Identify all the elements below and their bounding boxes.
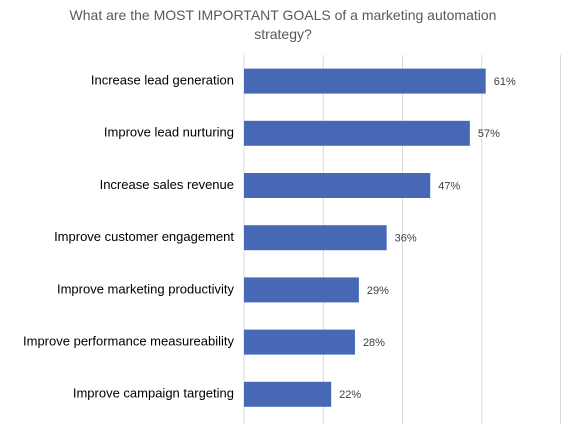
bar — [244, 277, 359, 303]
value-label: 28% — [363, 337, 385, 349]
value-label: 47% — [438, 180, 460, 192]
bar — [244, 120, 470, 146]
category-label: Improve marketing productivity — [57, 281, 235, 296]
value-label: 61% — [494, 76, 516, 88]
category-label: Improve lead nurturing — [104, 125, 234, 140]
category-label: Increase sales revenue — [100, 177, 234, 192]
bar — [244, 173, 431, 198]
value-label: 22% — [339, 389, 361, 401]
bar — [244, 381, 332, 407]
bar — [244, 225, 387, 251]
chart-title: What are the MOST IMPORTANT GOALS of a m… — [69, 7, 497, 42]
category-label: Increase lead generation — [91, 73, 234, 88]
value-label: 36% — [395, 233, 417, 245]
category-label: Improve performance measureability — [23, 334, 234, 349]
bar — [244, 329, 355, 355]
category-label: Improve customer engagement — [54, 229, 234, 244]
value-label: 57% — [478, 128, 500, 140]
category-label: Improve campaign targeting — [73, 386, 234, 401]
bar — [244, 68, 486, 94]
value-label: 29% — [367, 285, 389, 297]
